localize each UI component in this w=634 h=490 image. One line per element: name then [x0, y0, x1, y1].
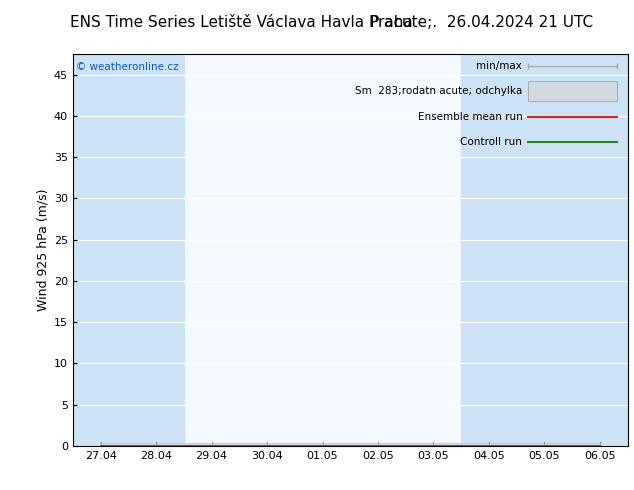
- Text: ENS Time Series Letiště Václava Havla Praha: ENS Time Series Letiště Václava Havla Pr…: [70, 15, 412, 29]
- Bar: [517, 54, 573, 446]
- Text: Sm  283;rodatn acute; odchylka: Sm 283;rodatn acute; odchylka: [355, 86, 522, 96]
- Bar: [128, 54, 184, 446]
- Y-axis label: Wind 925 hPa (m/s): Wind 925 hPa (m/s): [37, 189, 49, 311]
- Text: min/max: min/max: [476, 61, 522, 71]
- Bar: [73, 54, 128, 446]
- Text: © weatheronline.cz: © weatheronline.cz: [75, 62, 178, 72]
- Bar: [573, 54, 628, 446]
- Bar: [462, 54, 517, 446]
- Bar: [527, 81, 616, 101]
- Text: P acute;.  26.04.2024 21 UTC: P acute;. 26.04.2024 21 UTC: [370, 15, 593, 29]
- Text: Controll run: Controll run: [460, 137, 522, 147]
- Text: Ensemble mean run: Ensemble mean run: [418, 112, 522, 122]
